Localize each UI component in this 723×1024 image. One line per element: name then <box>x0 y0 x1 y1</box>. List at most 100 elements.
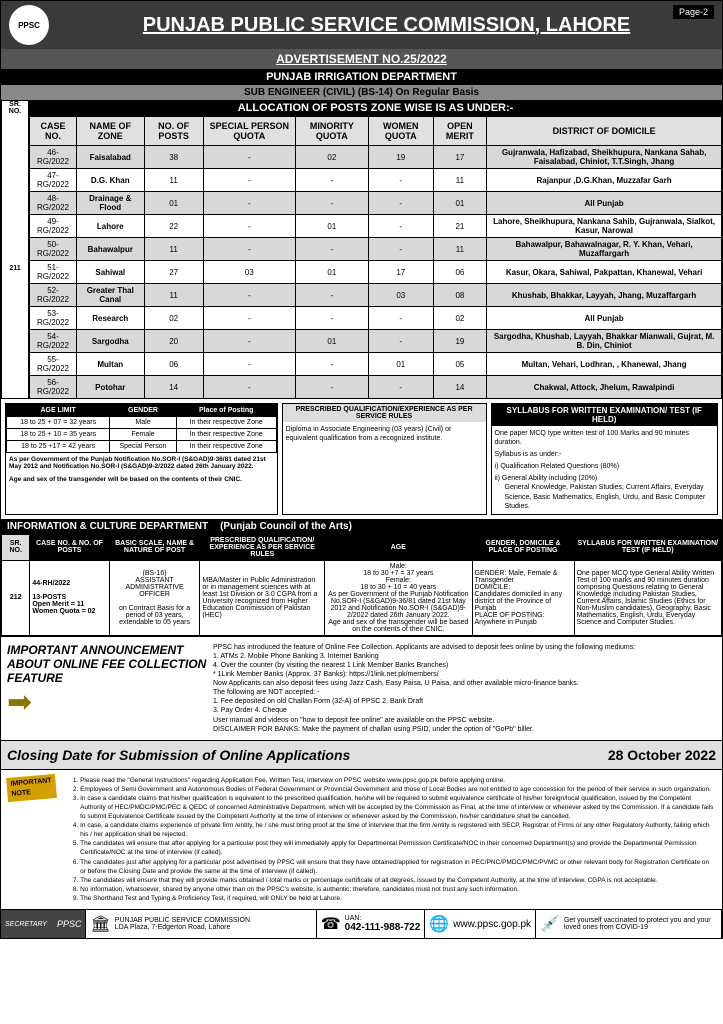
table-cell: Sargodha <box>76 330 144 353</box>
col-header: WOMEN QUOTA <box>368 117 433 146</box>
table-cell: 50-RG/2022 <box>30 238 77 261</box>
table-cell: Research <box>76 307 144 330</box>
age-cell: 18 to 25 +17 = 42 years <box>7 441 110 453</box>
table-cell: - <box>203 192 295 215</box>
table-cell: - <box>203 238 295 261</box>
table-cell: 47-RG/2022 <box>30 169 77 192</box>
table-cell: - <box>368 238 433 261</box>
table-cell: 02 <box>295 146 368 169</box>
secretary-label: SECRETARY <box>5 921 47 928</box>
table-cell: 01 <box>295 261 368 284</box>
table-cell: 53-RG/2022 <box>30 307 77 330</box>
table-cell: 01 <box>144 192 203 215</box>
dept-arts: (Punjab Council of the Arts) <box>214 519 722 534</box>
t2-c2: BASIC SCALE, NAME & NATURE OF POST <box>109 534 200 560</box>
table-cell: - <box>203 284 295 307</box>
table-cell: 02 <box>433 307 487 330</box>
age-note2: Age and sex of the transgender will be b… <box>6 473 277 486</box>
syringe-icon: 💉 <box>540 914 560 934</box>
age-cell: In their respective Zone <box>176 417 276 429</box>
table-cell: 11 <box>144 238 203 261</box>
note-item: The candidates just after applying for a… <box>80 858 716 876</box>
table-cell: - <box>368 192 433 215</box>
table-cell: - <box>295 376 368 399</box>
age-cell: 18 to 25 + 10 = 35 years <box>7 429 110 441</box>
note-item: In case a candidate claims that his/her … <box>80 794 716 821</box>
table-cell: Bahawalpur <box>76 238 144 261</box>
table-cell: 52-RG/2022 <box>30 284 77 307</box>
qual-h: PRESCRIBED QUALIFICATION/EXPERIENCE AS P… <box>283 404 486 422</box>
arrow-icon: ➡ <box>7 685 207 720</box>
table-cell: Gujranwala, Hafizabad, Sheikhupura, Nank… <box>487 146 722 169</box>
t2-c4: AGE <box>325 534 472 560</box>
building-icon: 🏛 <box>90 914 110 934</box>
syll-i2: ii) General Ability including (20%) <box>495 474 714 483</box>
table-cell: 27 <box>144 261 203 284</box>
table-cell: - <box>203 353 295 376</box>
table-cell: 08 <box>433 284 487 307</box>
note-item: The candidates will ensure that after ap… <box>80 839 716 857</box>
syll-i3: General Knowledge, Pakistan Studies, Cur… <box>495 483 714 510</box>
header: PPSC PUNJAB PUBLIC SERVICE COMMISSION, L… <box>1 1 722 49</box>
table-cell: Bahawalpur, Bahawalnagar, R. Y. Khan, Ve… <box>487 238 722 261</box>
table-cell: - <box>368 376 433 399</box>
footer-addr: PUNJAB PUBLIC SERVICE COMMISSION LDA Pla… <box>115 917 250 931</box>
table-cell: Faisalabad <box>76 146 144 169</box>
syllabus-h: SYLLABUS FOR WRITTEN EXAMINATION/ TEST (… <box>492 404 717 426</box>
allocation-table: CASE NO.NAME OF ZONENO. OF POSTSSPECIAL … <box>29 116 722 399</box>
table-cell: Chakwal, Attock, Jhelum, Rawalpindi <box>487 376 722 399</box>
age-cell: 18 to 25 + 07 = 32 years <box>7 417 110 429</box>
t2-v3: MBA/Master in Public Administration or i… <box>200 560 325 635</box>
uan-label: UAN: <box>345 915 421 922</box>
gender-h: GENDER <box>110 405 177 417</box>
age-cell: Female <box>110 429 177 441</box>
note-item: The candidates will ensure that they wil… <box>80 876 716 885</box>
table-cell: 06 <box>433 261 487 284</box>
table-cell: Multan, Vehari, Lodhran, , Khanewal, Jha… <box>487 353 722 376</box>
note-item: Please read the "General Instructions" r… <box>80 776 716 785</box>
table-cell: - <box>203 307 295 330</box>
syll-t1: One paper MCQ type written test of 100 M… <box>495 429 714 447</box>
t2-v6: One paper MCQ type General Ability Writt… <box>574 560 721 635</box>
dept-info-culture: INFORMATION & CULTURE DEPARTMENT <box>1 519 214 534</box>
note-item: In case, a candidate claims experience o… <box>80 821 716 839</box>
table-cell: 38 <box>144 146 203 169</box>
table-cell: - <box>203 146 295 169</box>
table-cell: 03 <box>368 284 433 307</box>
table-cell: Drainage & Flood <box>76 192 144 215</box>
website: www.ppsc.gop.pk <box>453 919 531 930</box>
table-cell: Sahiwal <box>76 261 144 284</box>
table-cell: 05 <box>433 353 487 376</box>
advertisement-no: ADVERTISEMENT NO.25/2022 <box>1 49 722 69</box>
closing-date: 28 October 2022 <box>608 747 716 763</box>
qual-text: Diploma in Associate Engineering (03 yea… <box>283 422 486 446</box>
table-cell: - <box>368 307 433 330</box>
t2-sr-h: SR. NO. <box>2 534 30 560</box>
table-cell: 22 <box>144 215 203 238</box>
table-cell: 19 <box>433 330 487 353</box>
allocation-title: ALLOCATION OF POSTS ZONE WISE IS AS UNDE… <box>29 100 722 116</box>
table-cell: 01 <box>295 215 368 238</box>
table-cell: 54-RG/2022 <box>30 330 77 353</box>
table-cell: - <box>368 169 433 192</box>
age-cell: In their respective Zone <box>176 441 276 453</box>
table-cell: 51-RG/2022 <box>30 261 77 284</box>
table-cell: 46-RG/2022 <box>30 146 77 169</box>
table-cell: All Punjab <box>487 307 722 330</box>
closing-label: Closing Date for Submission of Online Ap… <box>7 747 350 763</box>
ppsc-logo: PPSC <box>9 5 49 45</box>
table-cell: - <box>203 169 295 192</box>
table-cell: Lahore, Sheikhupura, Nankana Sahib, Gujr… <box>487 215 722 238</box>
t2-v5: GENDER: Male, Female & Transgender DOMIC… <box>472 560 574 635</box>
note-item: The Shorthand Test and Typing & Proficie… <box>80 894 716 903</box>
table-cell: 55-RG/2022 <box>30 353 77 376</box>
t2-c1: CASE NO. & NO. OF POSTS <box>30 534 109 560</box>
col-header: MINORITY QUOTA <box>295 117 368 146</box>
table-cell: Lahore <box>76 215 144 238</box>
posting-h: Place of Posting <box>176 405 276 417</box>
table-cell: - <box>203 376 295 399</box>
table-cell: Sargodha, Khushab, Layyah, Bhakkar Mianw… <box>487 330 722 353</box>
age-cell: Male <box>110 417 177 429</box>
table-cell: 02 <box>144 307 203 330</box>
table-cell: 11 <box>433 238 487 261</box>
